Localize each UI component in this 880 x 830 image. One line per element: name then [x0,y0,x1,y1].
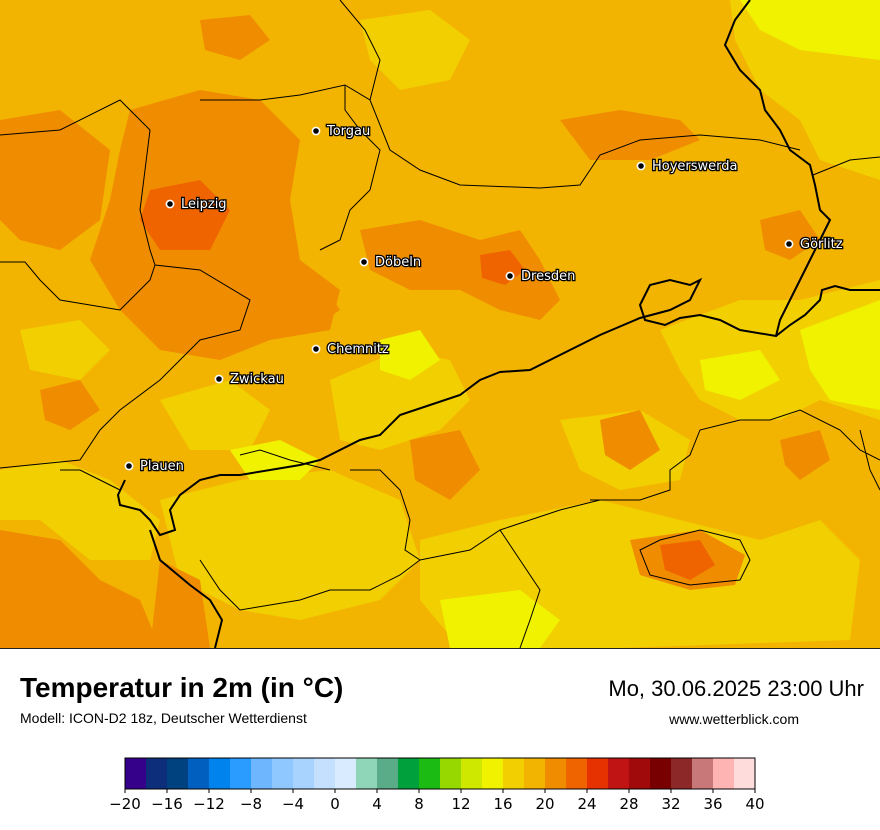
warm-regions [0,15,830,648]
city-hoyerswerda[interactable]: Hoyerswerda [636,158,739,175]
legend-swatch [524,758,546,789]
legend-swatch [398,758,420,789]
legend-swatch [608,758,630,789]
legend-swatch [545,758,567,789]
legend-swatch [482,758,504,789]
legend-tick-label: 32 [661,795,680,813]
temperature-map: Torgau Hoyerswerda Leipzig Döbeln Dresde… [0,0,880,649]
legend-frame [124,757,756,790]
legend-svg: −20 −16 −12 −8 −4 0 4 8 12 16 20 24 28 32 36 40 [109,757,765,813]
legend-swatch [629,758,651,789]
city-plauen[interactable]: Plauen [124,458,185,475]
legend-swatch [272,758,294,789]
legend-swatch [650,758,672,789]
svg-text:Zwickau: Zwickau [230,372,284,387]
legend-tick-label: −4 [282,795,304,813]
legend-tick-label: 8 [414,795,424,813]
model-source: Modell: ICON-D2 18z, Deutscher Wetterdie… [20,710,307,726]
legend-swatch [461,758,483,789]
legend-swatch [251,758,273,789]
color-legend: −20 −16 −12 −8 −4 0 4 8 12 16 20 24 28 32 36 40 [106,755,786,828]
legend-swatch [440,758,462,789]
legend-tick-label: 16 [493,795,512,813]
legend-tick-label: −8 [240,795,262,813]
svg-text:Torgau: Torgau [326,124,370,139]
city-goerlitz[interactable]: Görlitz [784,236,844,253]
legend-tick-label: 20 [535,795,554,813]
legend-swatch [713,758,735,789]
legend-swatch [230,758,252,789]
legend-swatch [503,758,525,789]
legend-tick-label: 24 [577,795,596,813]
legend-swatch [671,758,693,789]
legend-tick-label: 40 [745,795,764,813]
legend-swatch [692,758,714,789]
legend-swatch [419,758,441,789]
national-borders [116,0,880,648]
legend-tick-label: 0 [330,795,340,813]
svg-text:Döbeln: Döbeln [375,255,421,270]
legend-tick-label: −16 [151,795,183,813]
legend-swatch [209,758,231,789]
district-borders [0,0,880,648]
legend-swatch [125,758,147,789]
legend-tick-label: 36 [703,795,722,813]
legend-swatch [377,758,399,789]
legend-swatch [188,758,210,789]
legend-swatch [293,758,315,789]
legend-tick-label: 4 [372,795,382,813]
legend-tick-label: −20 [109,795,141,813]
map-title: Temperatur in 2m (in °C) [20,672,344,703]
city-doebeln[interactable]: Döbeln [359,254,422,271]
legend-swatch [587,758,609,789]
city-leipzig[interactable]: Leipzig [165,196,228,213]
svg-text:Dresden: Dresden [521,269,575,284]
legend-swatch [734,758,756,789]
legend-swatch [167,758,189,789]
legend-swatch [566,758,588,789]
svg-text:Hoyerswerda: Hoyerswerda [652,159,738,174]
cooler-regions [230,0,880,648]
map-svg: Torgau Hoyerswerda Leipzig Döbeln Dresde… [0,0,880,648]
svg-text:Chemnitz: Chemnitz [327,342,389,357]
legend-tick-label: 12 [451,795,470,813]
website-link[interactable]: www.wetterblick.com [669,711,799,727]
legend-swatch [314,758,336,789]
svg-text:Plauen: Plauen [140,459,184,474]
legend-swatch [335,758,357,789]
city-zwickau[interactable]: Zwickau [214,371,285,388]
city-dresden[interactable]: Dresden [505,268,577,285]
legend-swatch [356,758,378,789]
legend-swatch [146,758,168,789]
svg-text:Görlitz: Görlitz [800,237,843,252]
forecast-datetime: Mo, 30.06.2025 23:00 Uhr [608,676,864,701]
svg-text:Leipzig: Leipzig [181,197,227,212]
city-markers: Torgau Hoyerswerda Leipzig Döbeln Dresde… [124,123,844,475]
legend-tick-label: −12 [193,795,225,813]
city-torgau[interactable]: Torgau [311,123,372,140]
city-chemnitz[interactable]: Chemnitz [311,341,390,358]
legend-tick-label: 28 [619,795,638,813]
